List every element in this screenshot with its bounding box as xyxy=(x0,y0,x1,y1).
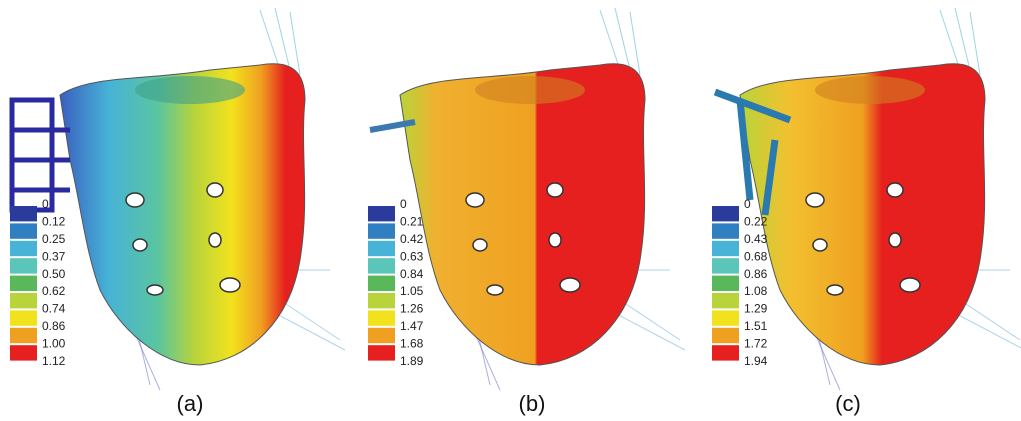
legend-label: 0.68 xyxy=(744,249,768,263)
legend-label: 1.26 xyxy=(400,302,424,316)
legend-swatch xyxy=(368,223,395,238)
legend-label: 1.12 xyxy=(42,354,66,368)
legend-swatch xyxy=(10,328,37,343)
legend-label: 1.72 xyxy=(744,336,768,350)
legend-swatch xyxy=(368,293,395,308)
legend-label: 0.86 xyxy=(42,319,66,333)
legend-label: 0 xyxy=(42,197,49,211)
legend-swatch xyxy=(10,223,37,238)
legend-swatch xyxy=(712,258,739,273)
legend-swatch xyxy=(368,206,395,221)
legend-label: 0.74 xyxy=(42,302,66,316)
legend-label: 1.05 xyxy=(400,284,424,298)
legend-label: 0.50 xyxy=(42,267,66,281)
figure: 0 0.12 0.25 0.37 0.50 0.62 0.74 0.86 1.00 1.12 (a)… xyxy=(0,0,1021,421)
implant-cage xyxy=(12,100,70,210)
legend-swatch xyxy=(368,345,395,360)
legend-swatch xyxy=(368,276,395,291)
legend-label: 1.47 xyxy=(400,319,424,333)
legend-swatch xyxy=(368,241,395,256)
legend-swatch xyxy=(712,310,739,325)
legend-label: 1.94 xyxy=(744,354,768,368)
panel-label: (b) xyxy=(519,391,546,416)
legend-label: 1.51 xyxy=(744,319,768,333)
panel-label: (c) xyxy=(835,391,861,416)
legend-swatch xyxy=(10,345,37,360)
legend-label: 1.89 xyxy=(400,354,424,368)
legend-swatch xyxy=(368,310,395,325)
legend-label: 0.62 xyxy=(42,284,66,298)
legend-label: 0.12 xyxy=(42,215,66,229)
legend-label: 0.25 xyxy=(42,232,66,246)
legend-label: 0 xyxy=(744,197,751,211)
legend-swatch xyxy=(10,276,37,291)
legend-label: 0.84 xyxy=(400,267,424,281)
legend-swatch xyxy=(10,258,37,273)
legend-label: 0.42 xyxy=(400,232,424,246)
legend-label: 1.08 xyxy=(744,284,768,298)
legend-label: 0.21 xyxy=(400,215,424,229)
legend-swatch xyxy=(368,258,395,273)
legend-swatch xyxy=(712,328,739,343)
panel-label: (a) xyxy=(177,391,204,416)
legend-swatch xyxy=(712,293,739,308)
legend-label: 0.43 xyxy=(744,232,768,246)
legend-swatch xyxy=(712,276,739,291)
legend-swatch xyxy=(10,206,37,221)
legend-label: 0.63 xyxy=(400,249,424,263)
legend-swatch xyxy=(10,241,37,256)
legend-swatch xyxy=(712,206,739,221)
legend-swatch xyxy=(712,223,739,238)
legend-label: 1.68 xyxy=(400,336,424,350)
legend-label: 0.86 xyxy=(744,267,768,281)
legend-swatch xyxy=(368,328,395,343)
legend-swatch xyxy=(712,345,739,360)
legend-swatch xyxy=(712,241,739,256)
legend-label: 1.29 xyxy=(744,302,768,316)
legend-label: 0 xyxy=(400,197,407,211)
legend-swatch xyxy=(10,293,37,308)
legend-label: 1.00 xyxy=(42,336,66,350)
legend-swatch xyxy=(10,310,37,325)
legend-label: 0.22 xyxy=(744,215,768,229)
legend-label: 0.37 xyxy=(42,249,66,263)
